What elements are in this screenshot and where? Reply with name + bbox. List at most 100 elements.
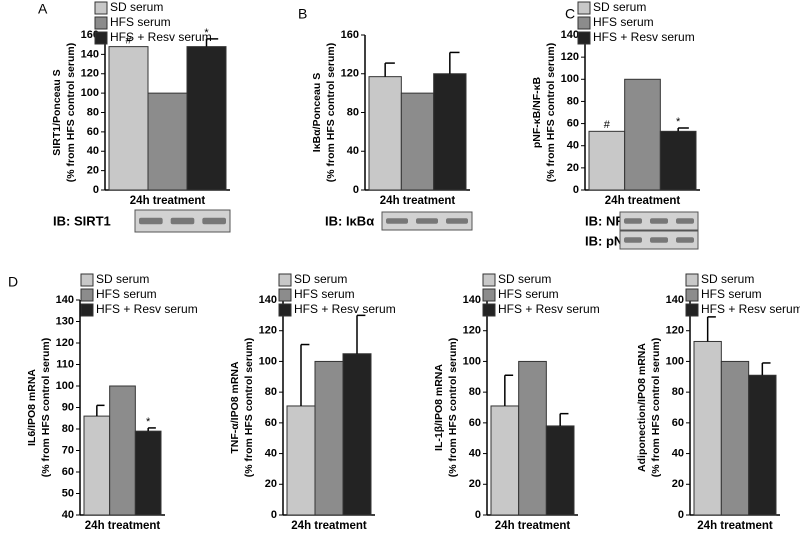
y-tick-label: 80 bbox=[347, 106, 359, 118]
legend-swatch bbox=[278, 303, 292, 317]
y-tick-label: 80 bbox=[62, 423, 74, 435]
bar bbox=[83, 415, 111, 516]
y-tick-label: 120 bbox=[341, 68, 359, 80]
blot-band bbox=[624, 218, 642, 224]
bar bbox=[108, 46, 149, 191]
x-category-label: 24h treatment bbox=[291, 520, 367, 532]
legend-label: SD serum bbox=[96, 272, 149, 286]
legend-label: HFS + Resv serum bbox=[110, 30, 212, 44]
y-tick-label: 50 bbox=[62, 487, 74, 499]
blot-band bbox=[650, 237, 668, 243]
bar bbox=[624, 78, 661, 191]
x-category-label: 24h treatment bbox=[605, 195, 681, 207]
y-tick-label: 130 bbox=[56, 315, 74, 327]
legend-label: HFS serum bbox=[498, 287, 559, 301]
y-tick-label: 100 bbox=[666, 355, 684, 367]
x-category-label: 24h treatment bbox=[85, 520, 161, 532]
y-tick-label: 0 bbox=[93, 184, 99, 196]
blot-band bbox=[170, 217, 195, 225]
bar bbox=[314, 360, 344, 516]
bar bbox=[720, 360, 750, 516]
legend-swatch bbox=[80, 303, 94, 317]
significance-mark: * bbox=[676, 116, 681, 128]
y-axis-label: IκBα/Ponceau S bbox=[311, 73, 323, 152]
legend-swatch bbox=[685, 303, 699, 317]
legend-label: SD serum bbox=[701, 272, 754, 286]
legend-label: SD serum bbox=[498, 272, 551, 286]
y-tick-label: 20 bbox=[567, 162, 579, 174]
legend-swatch bbox=[278, 273, 292, 287]
blot-band bbox=[139, 217, 163, 225]
significance-mark: # bbox=[125, 35, 132, 47]
legend-label: SD serum bbox=[593, 0, 646, 14]
y-tick-label: 100 bbox=[259, 355, 277, 367]
x-category-label: 24h treatment bbox=[130, 195, 206, 207]
y-tick-label: 90 bbox=[62, 401, 74, 413]
blot-band bbox=[386, 218, 408, 224]
y-tick-label: 120 bbox=[561, 51, 579, 63]
blot-label: IB: SIRT1 bbox=[53, 213, 111, 228]
legend-swatch bbox=[482, 303, 496, 317]
y-axis-label: SIRT1/Ponceau S bbox=[51, 69, 63, 155]
y-tick-label: 120 bbox=[666, 325, 684, 337]
y-tick-label: 40 bbox=[469, 447, 481, 459]
legend-label: SD serum bbox=[110, 0, 163, 14]
y-tick-label: 140 bbox=[666, 294, 684, 306]
legend-swatch bbox=[80, 288, 94, 302]
blot-band bbox=[446, 218, 468, 224]
x-category-label: 24h treatment bbox=[697, 520, 773, 532]
panel-label: C bbox=[565, 6, 575, 22]
y-tick-label: 0 bbox=[678, 509, 684, 521]
y-tick-label: 0 bbox=[271, 509, 277, 521]
legend-swatch bbox=[685, 288, 699, 302]
y-tick-label: 100 bbox=[81, 87, 99, 99]
panel-label: A bbox=[38, 1, 48, 17]
legend-label: SD serum bbox=[294, 272, 347, 286]
y-tick-label: 100 bbox=[463, 355, 481, 367]
y-tick-label: 40 bbox=[347, 145, 359, 157]
legend-swatch bbox=[577, 31, 591, 45]
bar bbox=[342, 353, 372, 516]
y-tick-label: 20 bbox=[672, 478, 684, 490]
y-tick-label: 60 bbox=[87, 126, 99, 138]
y-tick-label: 60 bbox=[567, 117, 579, 129]
legend-label: HFS + Resv serum bbox=[593, 30, 695, 44]
legend-label: HFS serum bbox=[110, 15, 171, 29]
y-tick-label: 20 bbox=[469, 478, 481, 490]
y-tick-label: 140 bbox=[259, 294, 277, 306]
y-tick-label: 120 bbox=[259, 325, 277, 337]
y-tick-label: 0 bbox=[475, 509, 481, 521]
bar bbox=[400, 92, 435, 191]
legend-swatch bbox=[94, 16, 108, 30]
bar bbox=[490, 405, 520, 516]
y-tick-label: 20 bbox=[87, 165, 99, 177]
y-tick-label: 160 bbox=[81, 29, 99, 41]
y-tick-label: 120 bbox=[463, 325, 481, 337]
y-tick-label: 0 bbox=[353, 184, 359, 196]
legend-label: HFS serum bbox=[294, 287, 355, 301]
y-axis-label: TNF-α/IPO8 mRNA bbox=[229, 361, 241, 454]
bar bbox=[109, 385, 136, 516]
y-tick-label: 100 bbox=[561, 73, 579, 85]
panel-label: B bbox=[298, 6, 307, 22]
panel-label: D bbox=[8, 274, 18, 290]
y-tick-label: 40 bbox=[265, 447, 277, 459]
legend-label: HFS + Resv serum bbox=[498, 302, 600, 316]
y-tick-label: 110 bbox=[56, 358, 74, 370]
bar bbox=[659, 130, 697, 191]
legend-label: HFS serum bbox=[701, 287, 762, 301]
legend-swatch bbox=[685, 273, 699, 287]
bar bbox=[433, 73, 467, 191]
bar bbox=[368, 76, 402, 191]
y-tick-label: 80 bbox=[567, 95, 579, 107]
y-tick-label: 120 bbox=[81, 68, 99, 80]
y-tick-label: 60 bbox=[265, 417, 277, 429]
legend-label: HFS + Resv serum bbox=[294, 302, 396, 316]
y-axis-label: IL6/IPO8 mRNA bbox=[26, 369, 38, 446]
y-axis-label: (% from HFS control serum) bbox=[650, 338, 662, 477]
y-tick-label: 60 bbox=[469, 417, 481, 429]
y-axis-label: (% from HFS control serum) bbox=[325, 43, 337, 182]
bar bbox=[588, 130, 626, 191]
blot-band bbox=[676, 218, 694, 224]
